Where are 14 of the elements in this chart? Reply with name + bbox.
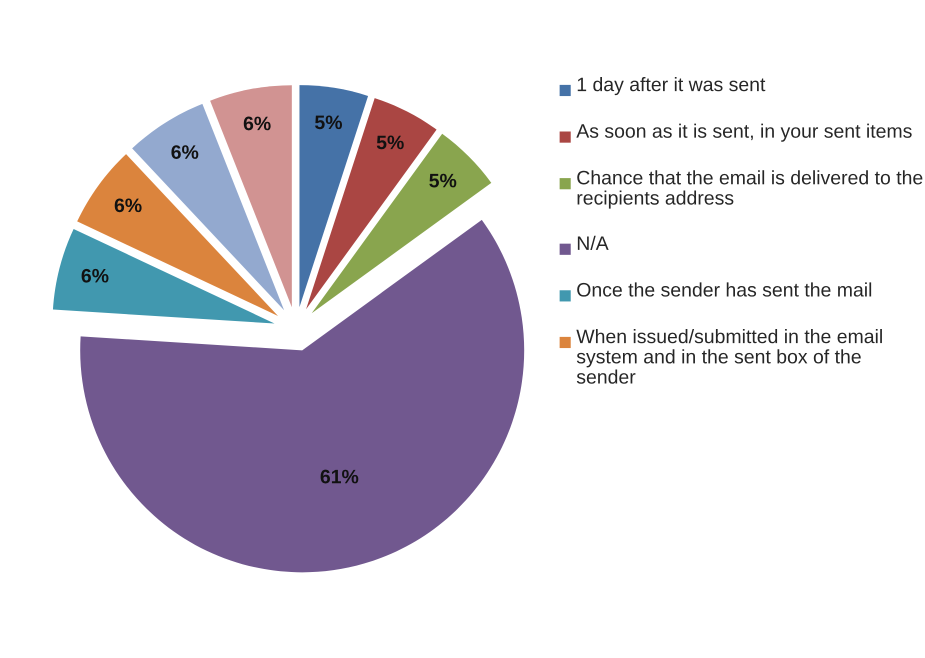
legend-label: Chance that the email is delivered to the recipients address bbox=[577, 170, 922, 209]
legend-label: When issued/submitted in the email system and in the sent box of the sender bbox=[576, 328, 882, 384]
legend-label: 1 day after it was sent bbox=[578, 76, 766, 96]
data-label: 6% bbox=[171, 145, 198, 159]
data-label: 5% bbox=[429, 174, 456, 188]
legend-label: As soon as it is sent, in your sent items bbox=[576, 124, 912, 142]
data-label: 5% bbox=[376, 136, 404, 150]
data-label: 6% bbox=[82, 268, 108, 283]
data-label: 61% bbox=[320, 470, 358, 484]
data-label: 6% bbox=[244, 116, 271, 130]
legend-label: N/A bbox=[578, 236, 609, 250]
data-label: 6% bbox=[114, 198, 142, 212]
data-label: 5% bbox=[315, 115, 342, 130]
legend-label: Once the sender has sent the mail bbox=[577, 282, 872, 297]
